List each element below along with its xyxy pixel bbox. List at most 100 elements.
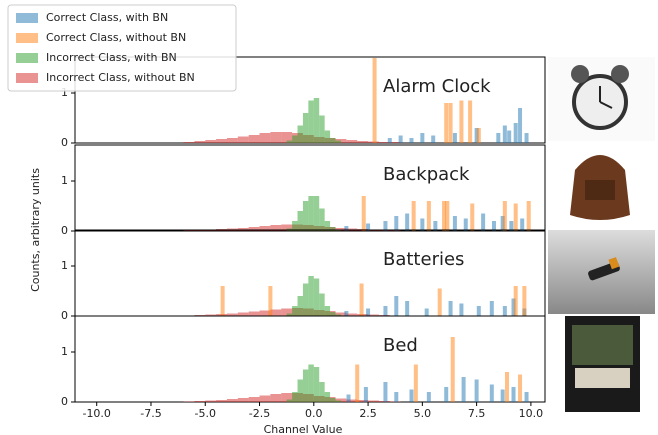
hand [599,101,613,109]
spike-bar [409,389,414,402]
legend-box [7,4,237,92]
spike-bar [496,133,501,143]
histogram-bar [319,293,325,316]
histogram-bar [270,394,282,402]
pocket [585,180,615,200]
histogram-bar [308,100,314,143]
legend-swatch [16,13,38,23]
histogram-bar [183,142,195,143]
spike-bar [505,372,510,402]
histogram-bar [226,399,238,402]
spike-bar [452,216,457,231]
histogram-bar [248,135,260,143]
spike-bar [463,218,468,231]
histogram-bar [216,139,227,143]
spike-bar [513,286,518,316]
histogram-bar [286,313,293,316]
histogram-bar [346,313,358,316]
spike-bar [461,377,466,402]
histogram-bar [281,308,293,316]
histogram-bar [324,392,331,402]
histogram-bar [194,401,206,402]
battery-cap [608,257,620,270]
spike-bar [507,130,512,143]
spike-bar [509,221,514,231]
histogram-bar [194,141,206,143]
spike-bar [426,392,431,402]
histogram-bar [226,313,238,316]
spike-bar [383,306,388,316]
spike-bar [513,123,518,143]
panel-label: Batteries [383,249,464,270]
histogram-bar [248,311,260,316]
spike-bar [489,301,494,316]
histogram-bar [335,140,341,143]
x-axis-label: Channel Value [264,423,343,435]
spike-bar [448,301,453,316]
mattress [575,368,630,388]
spike-bar [511,298,516,316]
spike-bar [474,379,479,402]
spike-bar [383,382,388,402]
histogram-bar [335,312,347,316]
histogram-bar [248,227,260,231]
histogram-bar [292,306,298,316]
y-tick-label: 1 [61,259,68,272]
histogram-bar [270,309,282,316]
spike-bar [363,387,368,402]
spike-bar [426,201,431,231]
spike-bar [394,392,399,402]
histogram-bar [259,395,271,402]
spike-bar [411,201,416,231]
spike-bar [444,103,449,143]
histogram-bar [319,115,325,143]
spike-bar [420,218,425,231]
histogram-bar [319,382,325,402]
spike-bar [413,364,418,402]
spike-bar [502,201,507,231]
y-tick-label: 0 [61,136,68,149]
histogram-bar [270,225,282,231]
spike-bar [450,337,455,402]
histogram-bar [313,98,320,143]
legend-label: Correct Class, without BN [46,31,186,44]
histogram-bar [183,401,195,402]
spike-bar [513,203,518,231]
histogram-bar [308,196,314,231]
legend-label: Incorrect Class, without BN [46,71,195,84]
histogram-bar [389,142,401,143]
x-tick-label: 10.0 [519,407,544,420]
spike-bar [433,221,438,231]
spike-bar [359,283,364,316]
spike-bar [437,288,442,316]
histogram-bar [297,379,303,402]
histogram-bar [237,136,249,143]
panel-label: Backpack [383,164,470,185]
histogram-bar [346,399,358,402]
spike-bar [405,213,410,231]
x-tick-label: 2.5 [359,407,377,420]
x-tick-label: -2.5 [249,407,270,420]
histogram-bar [324,306,331,316]
spike-bar [444,387,449,402]
y-axis-label: Counts, arbitrary units [29,168,42,292]
histogram-bar [313,278,320,316]
x-tick-label: -7.5 [140,407,161,420]
histogram-bar [330,398,336,402]
spike-bar [355,364,360,402]
spike-bar [361,196,366,231]
spike-bar [383,221,388,231]
spike-bar [442,201,447,231]
spike-bar [474,128,479,143]
histogram-bar [335,400,341,402]
histogram-bar [259,310,271,316]
x-tick-label: 5.0 [414,407,432,420]
histogram-bar [286,399,293,402]
histogram-bar [281,224,293,231]
histogram-bar [237,312,249,316]
y-tick-label: 0 [61,395,68,408]
spike-bar [518,108,523,143]
histogram-bar [302,201,309,231]
spike-bar [366,308,371,316]
